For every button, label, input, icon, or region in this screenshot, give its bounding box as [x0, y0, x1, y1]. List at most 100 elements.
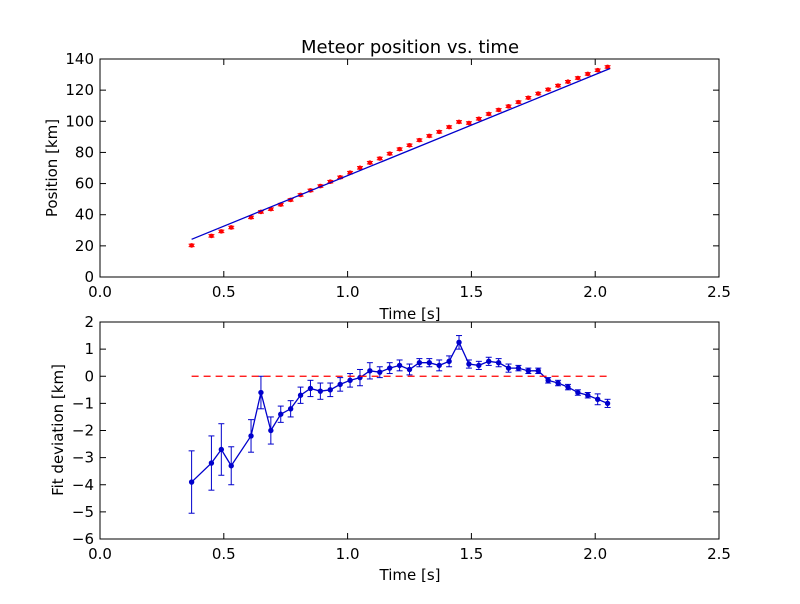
- deviation-plot-data-point: [386, 365, 393, 371]
- deviation-plot-data-point: [495, 359, 502, 366]
- deviation-plot-data-point: [416, 359, 423, 366]
- position-plot-data-point: [476, 116, 482, 122]
- deviation-plot-data-point: [456, 339, 462, 346]
- position-plot-ylabel: Position [km]: [43, 119, 61, 217]
- deviation-plot-data-point: [327, 387, 333, 393]
- deviation-plot-data-point: [347, 377, 353, 384]
- deviation-plot-ytick-label: −3: [72, 449, 94, 467]
- deviation-plot-ticks: 0.0 0.5 1.0 1.5 2.0 2.5 −6 −5 −4 −3 −2 −1 0 1 2: [72, 313, 731, 563]
- deviation-plot-ytick-label: −4: [72, 476, 94, 494]
- position-plot-marks: [188, 64, 611, 248]
- deviation-plot-xtick-label: 0.0: [88, 545, 112, 563]
- position-plot-xtick-label: 0.0: [88, 283, 112, 301]
- position-plot-data-point: [506, 104, 511, 109]
- deviation-plot-data-point: [367, 368, 373, 374]
- position-plot-ytick-label: 0: [84, 268, 94, 286]
- position-plot-data-point: [565, 79, 571, 85]
- deviation-plot-data-point: [188, 479, 195, 485]
- deviation-plot-xlabel: Time [s]: [379, 566, 441, 584]
- deviation-plot-data-point: [505, 365, 512, 371]
- deviation-plot-data-point: [594, 396, 601, 403]
- deviation-plot-xtick-label: 2.0: [583, 545, 607, 563]
- deviation-plot-ytick-label: 1: [84, 340, 94, 358]
- position-plot-data-point: [219, 229, 224, 234]
- position-plot-data-point: [427, 133, 432, 139]
- position-plot-data-point: [446, 124, 452, 130]
- position-plot-ytick-label: 60: [75, 175, 94, 193]
- deviation-plot-data-point: [446, 358, 452, 365]
- deviation-plot-data-point: [208, 460, 215, 466]
- deviation-plot-ytick-label: −6: [72, 530, 94, 548]
- position-plot-ytick-label: 40: [75, 206, 94, 224]
- deviation-plot-data-point: [396, 362, 403, 369]
- deviation-plot-data-point: [604, 400, 611, 407]
- deviation-plot-data-point: [535, 368, 541, 374]
- position-plot-data-point: [555, 83, 561, 88]
- deviation-plot-data-point: [297, 392, 304, 398]
- deviation-plot-data-point: [476, 362, 482, 369]
- deviation-plot: 0.0 0.5 1.0 1.5 2.0 2.5 −6 −5 −4 −3 −2 −1 0 1 2 Time […: [49, 313, 731, 584]
- position-plot-data-point: [535, 91, 541, 96]
- deviation-plot-data-point: [317, 388, 324, 394]
- deviation-plot-data-point: [268, 427, 274, 434]
- position-plot: Meteor position vs. time 0.0 0.5 1.0 1.5 2.0…: [43, 37, 731, 323]
- deviation-plot-data-point: [377, 369, 383, 375]
- position-plot-data-point: [595, 67, 600, 73]
- deviation-plot-ytick-label: 2: [84, 313, 94, 331]
- position-plot-data-point: [585, 71, 591, 77]
- deviation-plot-data-point: [565, 384, 571, 390]
- deviation-plot-data-point: [278, 411, 284, 417]
- position-plot-data-point: [516, 99, 521, 105]
- position-plot-xtick-label: 2.0: [583, 283, 607, 301]
- position-plot-data-point: [575, 75, 581, 81]
- position-plot-data-point: [605, 64, 610, 70]
- position-plot-data-point: [407, 142, 412, 148]
- position-plot-fit-line: [191, 67, 611, 240]
- deviation-plot-data-point: [466, 361, 472, 367]
- deviation-plot-data-point: [575, 389, 581, 396]
- position-plot-ytick-label: 20: [75, 237, 94, 255]
- deviation-plot-ytick-label: −5: [72, 503, 94, 521]
- deviation-plot-xtick-label: 0.5: [212, 545, 236, 563]
- position-plot-data-point: [496, 107, 501, 113]
- deviation-plot-data-point: [228, 463, 234, 469]
- position-plot-data-point: [417, 137, 422, 143]
- position-plot-ytick-label: 80: [75, 143, 94, 161]
- position-plot-data-point: [209, 233, 214, 239]
- deviation-plot-data-point: [248, 433, 254, 439]
- deviation-plot-data-point: [545, 377, 551, 384]
- position-plot-ticks: 0.0 0.5 1.0 1.5 2.0 2.5 0 20 40 60 80 100 120 140: [65, 50, 731, 301]
- deviation-plot-xtick-label: 1.0: [336, 545, 360, 563]
- position-plot-data-point: [189, 243, 194, 248]
- deviation-plot-xtick-label: 2.5: [707, 545, 731, 563]
- position-plot-ytick-label: 100: [65, 112, 94, 130]
- position-plot-data-point: [228, 225, 234, 230]
- deviation-plot-data-point: [307, 385, 314, 392]
- deviation-plot-marks: [188, 335, 611, 514]
- deviation-plot-ylabel: Fit deviation [km]: [49, 364, 67, 496]
- position-plot-data-point: [486, 111, 492, 117]
- deviation-plot-data-point: [515, 365, 522, 371]
- position-plot-title: Meteor position vs. time: [301, 37, 519, 58]
- position-plot-xtick-label: 1.5: [459, 283, 483, 301]
- position-plot-xlabel: Time [s]: [379, 305, 441, 323]
- position-plot-data-point: [526, 95, 531, 101]
- deviation-plot-data-point: [258, 389, 264, 396]
- deviation-plot-ytick-label: −2: [72, 422, 94, 440]
- deviation-plot-data-point: [426, 359, 433, 366]
- position-plot-ytick-label: 120: [65, 81, 94, 99]
- position-plot-ytick-label: 140: [65, 50, 94, 68]
- position-plot-data-point: [357, 165, 363, 171]
- position-plot-frame: [99, 58, 720, 278]
- position-plot-xtick-label: 2.5: [707, 283, 731, 301]
- position-plot-data-point: [436, 129, 442, 135]
- position-plot-data-point: [397, 146, 402, 152]
- deviation-plot-data-point: [406, 366, 413, 373]
- deviation-plot-data-point: [555, 380, 561, 386]
- deviation-plot-data-point: [436, 362, 442, 369]
- position-plot-data-point: [456, 119, 462, 125]
- position-plot-data-point: [466, 120, 472, 126]
